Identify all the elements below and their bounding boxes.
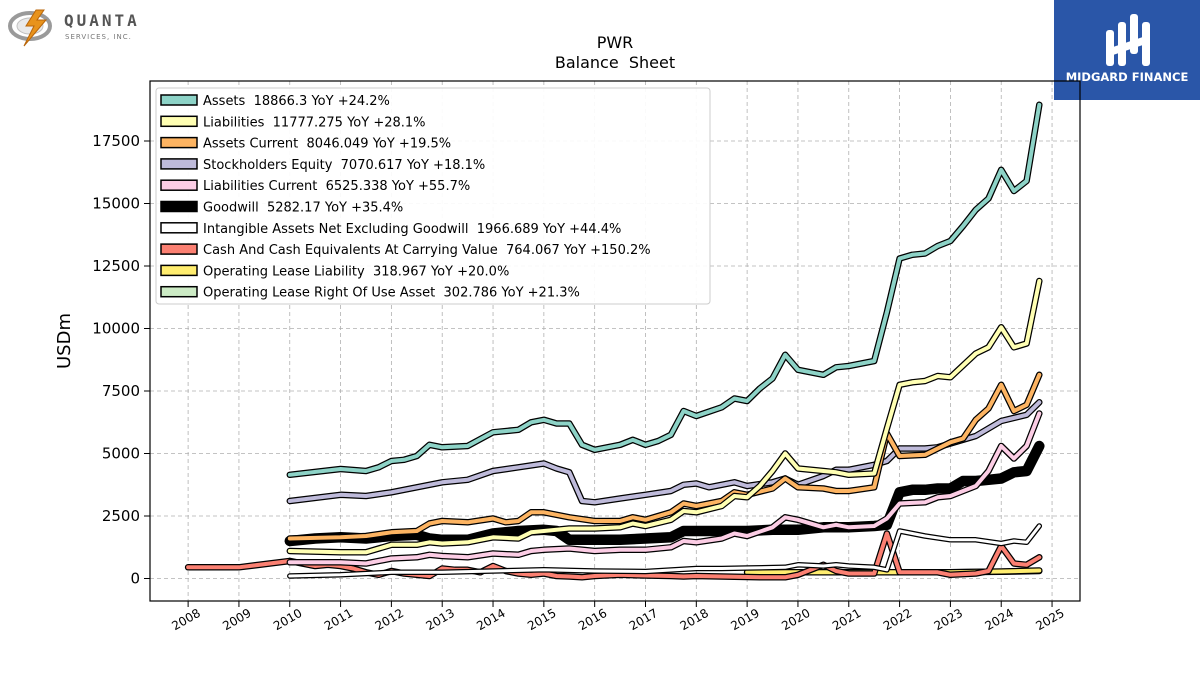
x-tick-label: 2017 [627,606,660,633]
logo-bolt-icon [23,9,48,47]
plot-frame [149,80,1081,602]
y-tick-label: 15000 [92,195,140,213]
y-tick-label: 7500 [102,382,140,400]
x-tick-label: 2009 [220,606,253,633]
x-tick-label: 2013 [423,606,456,633]
legend-swatch [160,94,198,106]
legend-entry: Assets Current 8046.049 YoY +19.5% [160,136,451,152]
series-line [287,411,1042,566]
y-tick-label: 17500 [92,132,140,150]
legend-label: Cash And Cash Equivalents At Carrying Va… [203,243,651,258]
legend-swatch [160,179,198,191]
company-logo-name: QUANTA [64,11,140,30]
series-4 [286,410,1043,567]
chart-subtitle: Balance Sheet [555,53,675,72]
chart-title: PWR [597,33,634,52]
legend-entry: Operating Lease Liability 318.967 YoY +2… [160,264,509,279]
legend-label: Assets Current 8046.049 YoY +19.5% [203,137,451,152]
x-tick-label: 2024 [983,606,1016,633]
x-tick-label: 2011 [322,606,355,633]
legend-label: Goodwill 5282.17 YoY +35.4% [203,201,403,216]
series-6 [287,523,1043,579]
series-line [745,568,1042,575]
legend-entry: Goodwill 5282.17 YoY +35.4% [160,200,403,216]
legend-entry: Operating Lease Right Of Use Asset 302.7… [160,285,580,301]
legend-box [155,87,711,305]
company-logo-sub: SERVICES, INC. [65,33,132,41]
x-tick-label: 2021 [830,606,863,633]
legend: Assets 18866.3 YoY +24.2% Liabilities 117… [155,87,711,305]
series-2 [286,371,1043,542]
x-tick-label: 2008 [169,606,202,633]
series-line [287,400,1042,505]
brand-mark: MIDGARD FINANCE [1066,14,1189,84]
company-logo: QUANTA SERVICES, INC. [6,6,156,50]
series-lines [184,101,1045,581]
legend-swatch [160,136,198,149]
y-tick-label: 12500 [92,257,140,275]
y-tick-label: 10000 [92,320,140,338]
series-0 [286,101,1043,479]
legend-label: Operating Lease Right Of Use Asset 302.7… [203,286,580,301]
x-tick-label: 2014 [474,606,507,633]
series-1 [286,277,1043,556]
brand-name: MIDGARD FINANCE [1066,70,1189,84]
x-tick-label: 2016 [576,606,609,633]
legend-swatch [160,115,198,128]
series-5 [284,440,1045,547]
brand-monogram-icon [1106,14,1150,66]
legend-entry: Liabilities 11777.275 YoY +28.1% [160,115,426,130]
legend-swatch [160,243,198,255]
legend-label: Assets 18866.3 YoY +24.2% [203,94,390,109]
series-line [287,279,1042,555]
legend-entry: Cash And Cash Equivalents At Carrying Va… [160,243,651,258]
series-line [287,372,1042,541]
legend-swatch [160,158,198,170]
series-line [285,442,1044,545]
x-tick-label: 2018 [678,606,711,633]
x-tick-label: 2022 [881,606,914,633]
legend-swatch [160,222,198,234]
brand-badge: MIDGARD FINANCE [1054,0,1200,100]
y-axis-label: USDm [54,313,75,369]
series-line [288,524,1041,578]
legend-entry: Assets 18866.3 YoY +24.2% [160,94,390,109]
legend-swatch [160,285,198,298]
x-tick-label: 2020 [779,606,812,633]
legend-entry: Intangible Assets Net Excluding Goodwill… [160,222,621,237]
x-tick-label: 2019 [728,606,761,633]
y-tick-label: 0 [130,570,140,588]
legend-label: Operating Lease Liability 318.967 YoY +2… [203,264,509,279]
x-axis: 2008 2009 2010 2011 2012 2013 2014 2015 2016 2017… [169,601,1067,633]
x-tick-label: 2012 [373,606,406,633]
legend-swatch [160,264,198,277]
legend-entry: Stockholders Equity 7070.617 YoY +18.1% [160,158,485,173]
legend-label: Intangible Assets Net Excluding Goodwill… [203,222,621,237]
series-3 [286,399,1043,506]
company-logo-mark: QUANTA SERVICES, INC. [8,9,140,47]
y-axis: 0 2500 5000 7500 10000 12500 15000 17500 [92,132,150,588]
y-tick-label: 2500 [102,507,140,525]
legend-entry: Liabilities Current 6525.338 YoY +55.7% [160,179,470,194]
legend-swatch [160,200,198,213]
legend-label: Liabilities Current 6525.338 YoY +55.7% [203,179,470,194]
legend-label: Liabilities 11777.275 YoY +28.1% [203,115,426,130]
x-tick-label: 2015 [525,606,558,633]
x-tick-label: 2023 [932,606,965,633]
x-tick-label: 2025 [1033,606,1066,633]
legend-label: Stockholders Equity 7070.617 YoY +18.1% [203,158,485,173]
x-tick-label: 2010 [271,606,304,633]
y-tick-label: 5000 [102,445,140,463]
series-line [287,102,1042,477]
series-8 [743,567,1043,576]
